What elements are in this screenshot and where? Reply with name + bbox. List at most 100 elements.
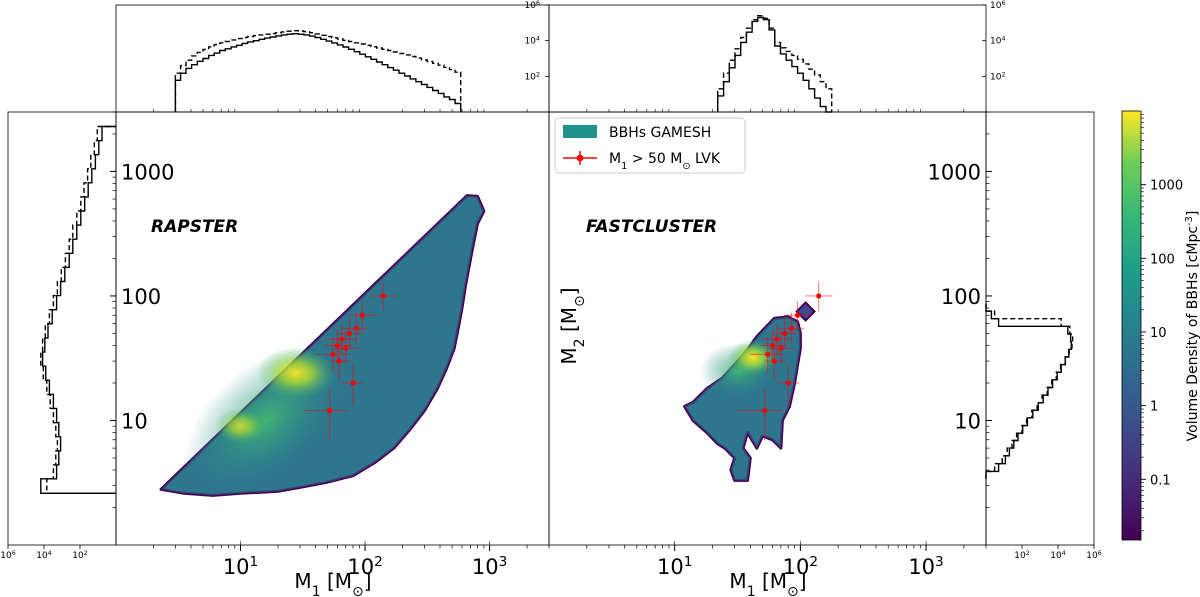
lvk-marker	[380, 293, 386, 299]
legend-label-gamesh: BBHs GAMESH	[609, 125, 711, 141]
rapster-sidemarg-tick-label: 106	[0, 550, 15, 562]
rapster-x-axis-label: M1 [M⊙]	[294, 569, 371, 597]
rapster-lvk-point-0	[303, 388, 348, 440]
lvk-marker	[782, 330, 788, 337]
colorbar: 0.1 1 10 100 1000 Volume Density of BBHs [cM…	[1121, 110, 1200, 541]
rapster-x-hist-dashed	[174, 30, 462, 112]
rapster-sidemarg-tick-label: 104	[36, 550, 51, 562]
fastcluster-y-axis-label: M2 [M⊙]	[557, 287, 588, 364]
colorbar-ticks: 0.1 1 10 100 1000	[1141, 114, 1183, 532]
lvk-marker	[359, 312, 365, 318]
lvk-marker	[346, 330, 353, 337]
legend-marker-lvk	[563, 151, 597, 165]
fastcluster-density-panel	[683, 281, 833, 482]
colorbar-gradient	[1121, 110, 1142, 541]
rapster-y-hist-solid	[40, 125, 116, 494]
panel-title-rapster: RAPSTER	[151, 217, 238, 237]
colorbar-tick-label: 10	[1150, 326, 1167, 341]
lvk-marker	[765, 351, 771, 357]
fastcluster-y-hist-solid	[985, 303, 1072, 479]
fastcluster-y-hist-dashed	[985, 303, 1074, 479]
lvk-marker	[769, 342, 776, 349]
lvk-marker	[339, 336, 345, 342]
colorbar-tick-label: 1000	[1150, 179, 1183, 194]
rapster-x-marginal-frame	[115, 4, 550, 113]
fastcluster-lvk-point-7	[776, 364, 800, 407]
colorbar-label: Volume Density of BBHs [cMpc-3]	[1184, 211, 1200, 442]
rapster-lvk-point-5	[333, 331, 359, 365]
rapster-density-panel	[159, 194, 486, 497]
fastcluster-x-tick-label: 103	[908, 554, 943, 579]
colorbar-tick-label: 100	[1150, 252, 1175, 267]
rapster-topmarg-tick-label: 102	[525, 71, 540, 83]
rapster-x-tick-label: 102	[347, 554, 382, 579]
lvk-marker	[794, 312, 801, 318]
lvk-marker	[343, 345, 349, 351]
rapster-x-tick-label: 101	[223, 554, 258, 579]
panel-title-fastcluster: FASTCLUSTER	[586, 217, 717, 237]
fastcluster-lvk-point-8	[776, 312, 805, 345]
fastcluster-lvk-point-6	[772, 318, 798, 349]
legend-label-lvk: M1 > 50 M⊙ LVK	[609, 151, 721, 172]
fastcluster-lvk-point-4	[762, 323, 792, 356]
fastcluster-x-hist-dashed	[717, 15, 833, 112]
rapster-lvk-point-1	[315, 337, 350, 374]
rapster-lvk-point-4	[327, 323, 357, 356]
rapster-y-tick-label: 100	[121, 285, 161, 309]
rapster-y-tick-label: 1000	[121, 160, 174, 184]
fastcluster-topmarg-tick-label: 106	[990, 0, 1005, 11]
rapster-x-hist-solid	[174, 33, 462, 112]
colorbar-tick-label: 0.1	[1150, 473, 1171, 488]
lvk-marker	[788, 325, 795, 331]
rapster-x-tick-label: 103	[472, 554, 507, 579]
fastcluster-y-tick-label: 1000	[928, 160, 981, 184]
lvk-marker	[762, 408, 768, 414]
fastcluster-sidemarg-tick-label: 104	[1050, 550, 1065, 562]
fastcluster-lvk-point-5	[768, 331, 794, 365]
lvk-marker	[774, 336, 780, 342]
fastcluster-x-tick-label: 102	[783, 554, 818, 579]
rapster-y-marginal-frame	[7, 111, 117, 546]
lvk-marker	[327, 408, 333, 414]
lvk-marker	[350, 380, 356, 386]
rapster-y-tick-label: 10	[121, 409, 148, 433]
fastcluster-lvk-point-10	[805, 281, 833, 312]
legend: BBHs GAMESH M1 > 50 M⊙ LVK	[554, 117, 746, 174]
legend-lvk-dot	[576, 154, 584, 162]
lvk-marker	[336, 358, 342, 364]
rapster-topmarg-tick-label: 104	[525, 35, 540, 47]
rapster-lvk-point-7	[341, 364, 364, 407]
fastcluster-x-axis-label: M1 [M⊙]	[729, 569, 806, 597]
rapster-lvk-point-8	[341, 312, 369, 345]
fastcluster-y-marginal-frame	[985, 111, 1095, 546]
rapster-lvk-point-6	[337, 318, 363, 349]
rapster-sidemarg-tick-label: 102	[72, 550, 87, 562]
fastcluster-topmarg-tick-label: 104	[990, 35, 1005, 47]
fastcluster-lvk-point-3	[764, 342, 786, 381]
lvk-marker	[816, 293, 822, 299]
colorbar-tick-label: 1	[1150, 400, 1158, 415]
rapster-lvk-point-3	[329, 342, 351, 381]
fastcluster-x-marginal-frame	[548, 4, 987, 113]
rapster-lvk-point-2	[325, 329, 352, 362]
legend-patch-gamesh	[563, 125, 597, 138]
legend-box	[554, 117, 746, 174]
rapster-topmarg-tick-label: 106	[525, 0, 540, 11]
fastcluster-topmarg-tick-label: 102	[990, 71, 1005, 83]
fastcluster-y-tick-label: 10	[954, 409, 981, 433]
fastcluster-sidemarg-tick-label: 106	[1086, 550, 1101, 562]
fastcluster-lvk-point-2	[760, 329, 787, 362]
rapster-density-peak-2	[214, 408, 267, 445]
fastcluster-x-tick-label: 101	[657, 554, 692, 579]
lvk-marker	[330, 351, 336, 357]
rapster-lvk-point-10	[370, 281, 397, 312]
lvk-marker	[771, 358, 777, 364]
fastcluster-lvk-point-1	[750, 337, 785, 374]
fastcluster-lvk-point-0	[738, 388, 783, 440]
fastcluster-density-island	[795, 301, 816, 322]
lvk-marker	[785, 380, 791, 386]
fastcluster-y-tick-label: 100	[941, 285, 981, 309]
lvk-marker	[353, 325, 359, 331]
fastcluster-x-hist-solid	[717, 16, 832, 113]
